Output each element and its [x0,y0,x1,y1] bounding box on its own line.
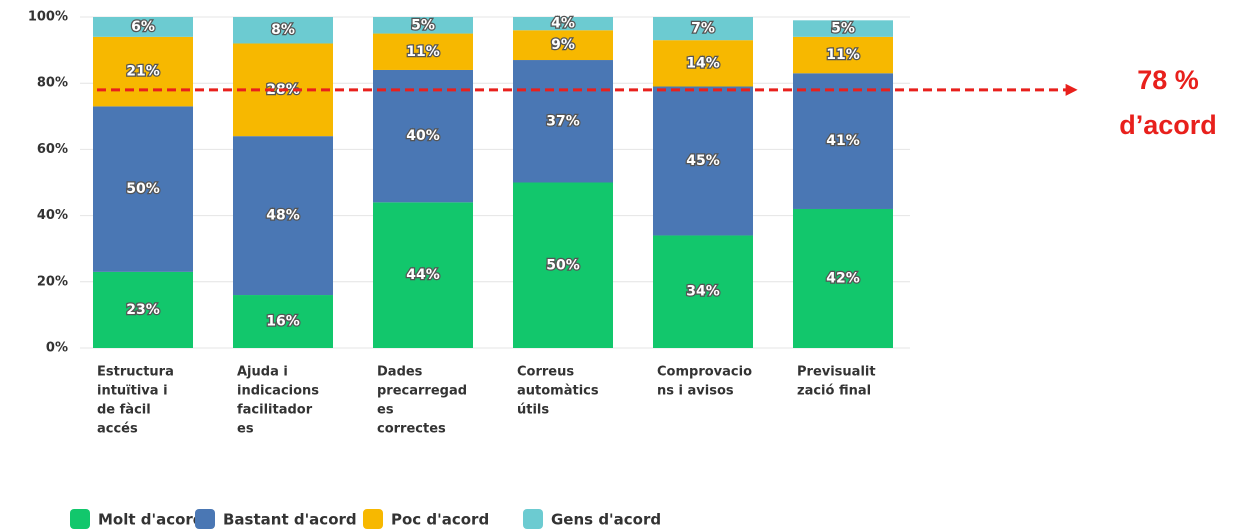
bar-segment [793,20,893,37]
legend-label: Gens d'acord [551,511,661,529]
bar-segment [373,202,473,348]
bar-segment [93,36,193,107]
data-label: 9% [551,37,575,53]
legend-swatch [523,509,543,529]
bar-segment [373,69,473,203]
bar-segment [653,86,753,236]
data-label: 14% [686,55,720,71]
x-tick-label: ns i avisos [657,384,734,399]
data-label: 40% [406,128,440,144]
y-tick-label: 20% [37,274,68,289]
x-tick-label: es [377,403,394,418]
legend-swatch [70,509,90,529]
x-tick-label: automàtics [517,384,599,399]
data-label: 5% [411,17,435,33]
x-tick-label: Ajuda i [237,365,288,380]
data-label: 48% [266,208,300,224]
data-label: 50% [546,257,580,273]
y-tick-label: 0% [46,341,68,356]
bar-segment [653,40,753,87]
data-label: 23% [126,302,160,318]
x-tick-label: de fàcil [97,403,151,418]
bar-segment [653,17,753,41]
bar-segment [513,17,613,31]
data-label: 11% [406,44,440,60]
bar-segment [233,17,333,44]
data-label: 16% [266,314,300,330]
bar-segment [793,36,893,74]
x-tick-label: accés [97,422,138,437]
data-label: 34% [686,284,720,300]
data-label: 4% [551,16,575,32]
bar-segment [93,17,193,37]
bar-segment [373,17,473,34]
data-label: 7% [691,21,715,37]
bar-segment [233,136,333,296]
data-label: 6% [131,19,155,35]
x-tick-label: intuïtiva i [97,384,168,399]
bar-segment [793,73,893,209]
data-label: 45% [686,153,720,169]
x-tick-label: zació final [797,384,871,399]
data-label: 42% [826,270,860,286]
x-tick-label: Correus [517,365,574,380]
annotation-text: d’acord [1119,110,1217,140]
data-label: 11% [826,47,860,63]
data-label: 8% [271,22,295,38]
bar-segment [93,271,193,348]
x-tick-label: facilitador [237,403,313,418]
legend-swatch [195,509,215,529]
x-tick-label: precarregad [377,384,467,399]
y-tick-label: 80% [37,76,68,91]
x-tick-label: Dades [377,365,423,380]
data-label: 50% [126,181,160,197]
bar-segment [653,235,753,348]
bar-segment [513,60,613,183]
x-tick-label: Previsualit [797,365,876,380]
legend-swatch [363,509,383,529]
data-label: 5% [831,21,855,37]
bar-segment [513,30,613,61]
legend-label: Bastant d'acord [223,511,357,529]
bar-segment [233,295,333,348]
bar-segment [513,182,613,348]
data-label: 41% [826,133,860,149]
x-tick-label: útils [517,403,549,418]
legend-label: Poc d'acord [391,511,489,529]
x-tick-label: es [237,422,254,437]
annotation-text: 78 % [1137,65,1199,95]
y-tick-label: 60% [37,142,68,157]
y-tick-label: 40% [37,208,68,223]
data-label: 44% [406,267,440,283]
legend-label: Molt d'acord [98,511,204,529]
data-label: 21% [126,64,160,80]
x-tick-label: Estructura [97,365,174,380]
x-tick-label: indicacions [237,384,319,399]
x-tick-label: Comprovacio [657,365,752,380]
bar-segment [93,106,193,272]
bar-segment [793,208,893,348]
y-tick-label: 100% [28,10,68,25]
x-tick-label: correctes [377,422,446,437]
data-label: 37% [546,113,580,129]
bar-segment [373,33,473,70]
